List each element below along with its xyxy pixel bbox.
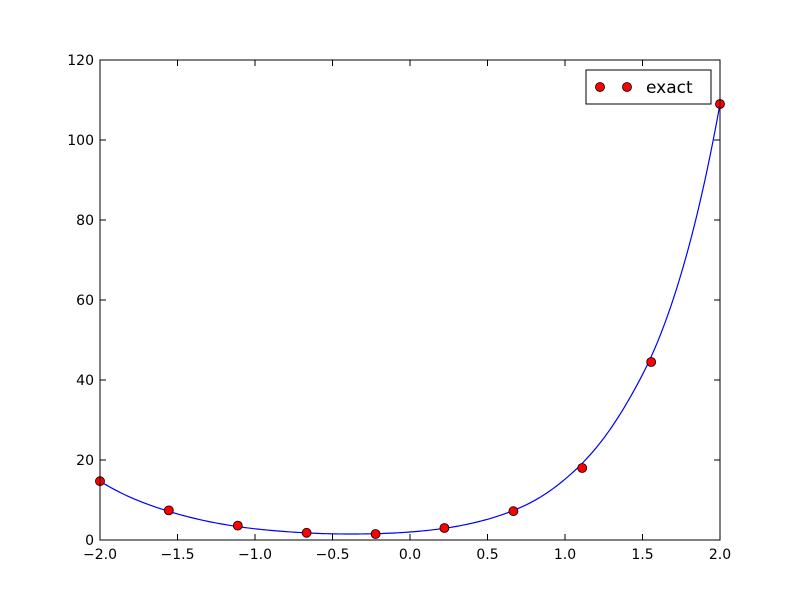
y-tick-label: 0 bbox=[85, 533, 94, 549]
data-point-6 bbox=[508, 506, 519, 517]
data-point-1 bbox=[163, 505, 174, 516]
data-point-5 bbox=[439, 523, 450, 533]
data-point-2 bbox=[232, 520, 243, 531]
y-tick-label: 100 bbox=[67, 133, 94, 149]
x-tick-label: 0.0 bbox=[399, 547, 421, 563]
tick-layer: −2.0 −1.5 −1.0 −0.5 0.0 0.5 1.0 1.5 2.0 0 20 40 60 80… bbox=[67, 53, 731, 563]
y-tick-label: 20 bbox=[76, 453, 94, 469]
x-tick-label: −1.0 bbox=[238, 547, 272, 563]
legend-marker-1 bbox=[595, 82, 605, 92]
x-tick-label: 0.5 bbox=[476, 547, 498, 563]
x-tick-label: −0.5 bbox=[316, 547, 350, 563]
legend-marker-2 bbox=[622, 82, 632, 92]
y-tick-label: 120 bbox=[67, 53, 94, 69]
x-tick-label: −1.5 bbox=[161, 547, 195, 563]
data-point-7 bbox=[577, 463, 588, 473]
x-tick-label: 2.0 bbox=[709, 547, 731, 563]
legend-box bbox=[585, 69, 712, 105]
marker-layer bbox=[95, 99, 725, 539]
y-tick-label: 60 bbox=[76, 293, 94, 309]
data-point-4 bbox=[370, 529, 381, 539]
data-point-8 bbox=[646, 357, 657, 367]
plot-background bbox=[100, 60, 720, 540]
legend: exact bbox=[585, 69, 712, 105]
curve-layer bbox=[99, 103, 721, 535]
x-tick-label: 1.0 bbox=[554, 547, 576, 563]
x-tick-label: 1.5 bbox=[631, 547, 653, 563]
data-point-3 bbox=[301, 527, 312, 538]
fit-curve bbox=[99, 103, 721, 535]
y-tick-label: 80 bbox=[76, 213, 94, 229]
x-tick-label: −2.0 bbox=[83, 547, 117, 563]
legend-label-exact: exact bbox=[646, 78, 693, 98]
y-tick-label: 40 bbox=[76, 373, 94, 389]
